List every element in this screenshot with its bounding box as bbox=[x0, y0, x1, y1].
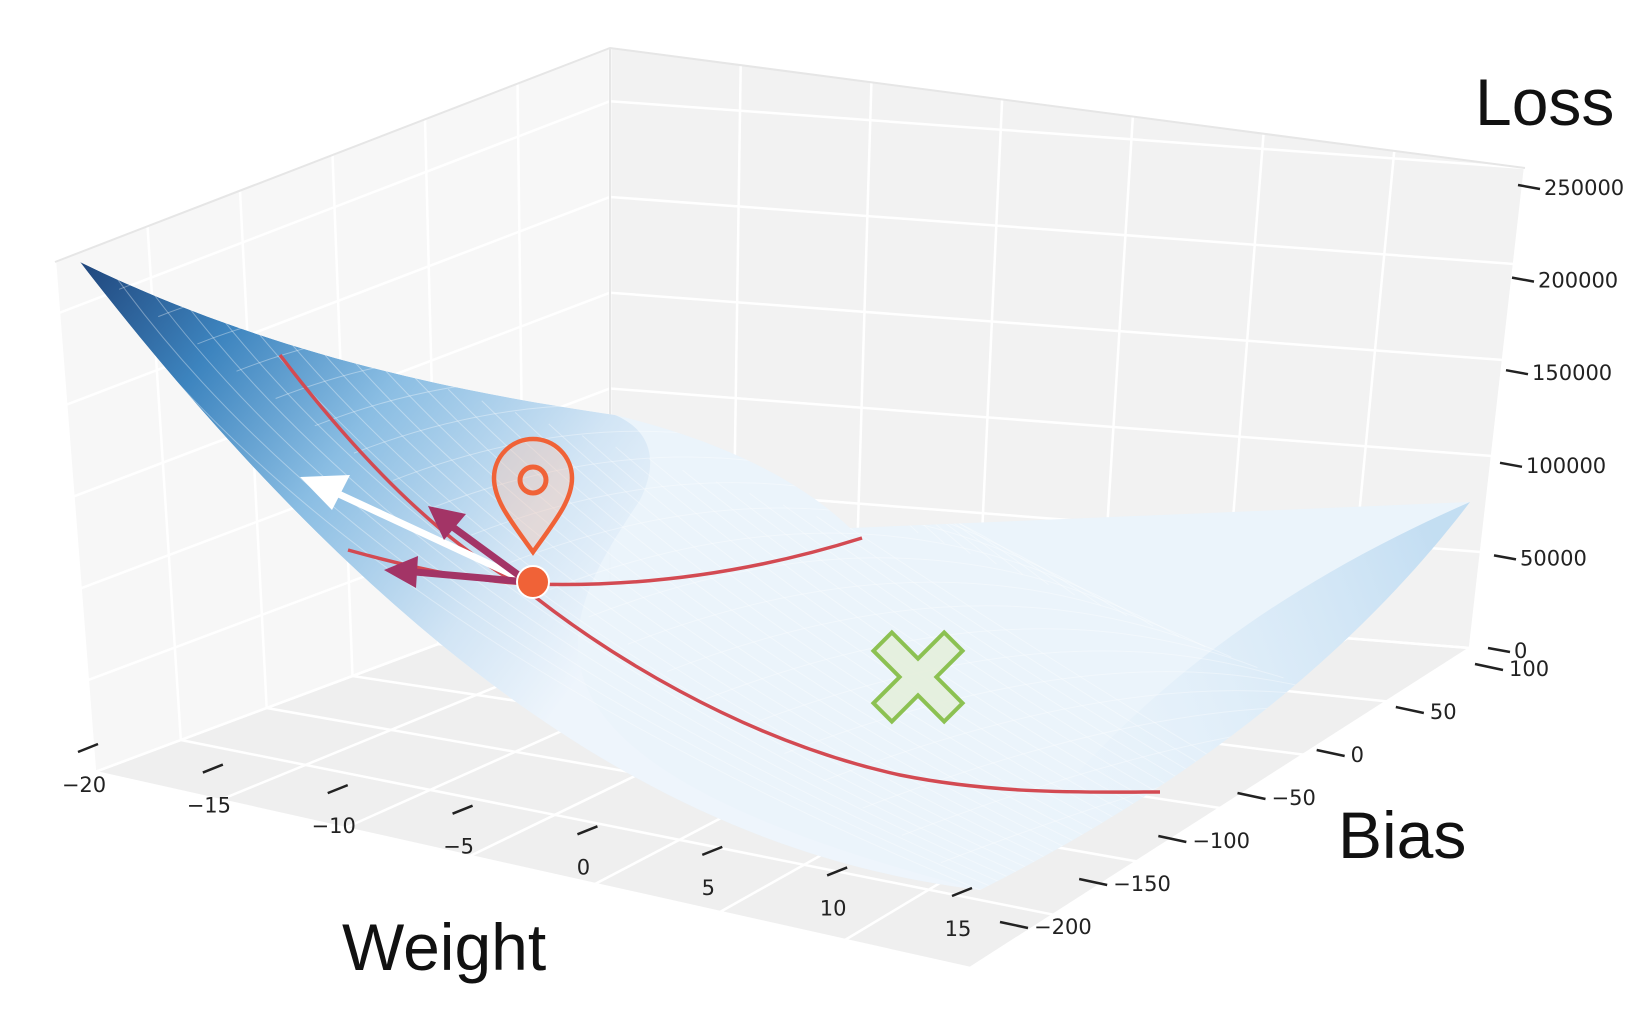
surface-mesh-line bbox=[213, 307, 1069, 890]
weight-tick-label: −5 bbox=[443, 835, 474, 859]
surface-mesh-line bbox=[113, 273, 1003, 890]
surface-mesh-line bbox=[745, 650, 1284, 727]
z-axis-title: Loss bbox=[1475, 65, 1614, 139]
surface-mesh-line bbox=[705, 628, 1258, 700]
loss-tick-label: 250000 bbox=[1544, 176, 1624, 200]
weight-tick-mark bbox=[77, 742, 99, 754]
bias-tick-mark bbox=[1078, 877, 1108, 887]
weight-tick-label: −20 bbox=[62, 773, 106, 797]
weight-tick-mark bbox=[202, 763, 224, 774]
loss-tick-mark bbox=[1511, 276, 1535, 283]
weight-tick-mark bbox=[576, 825, 598, 836]
loss-tick-label: 150000 bbox=[1532, 361, 1612, 385]
left-gridline-bias bbox=[53, 261, 97, 773]
weight-tick-mark bbox=[951, 886, 973, 898]
bias-tick-label: −200 bbox=[1034, 915, 1092, 939]
back-gridline-loss bbox=[609, 387, 1493, 458]
bias-tick-mark bbox=[1316, 748, 1345, 758]
x-axis-title: Weight bbox=[342, 910, 546, 984]
weight-tick-mark bbox=[826, 866, 848, 877]
surface-mesh-line bbox=[146, 284, 1025, 890]
bias-tick-mark bbox=[999, 920, 1029, 930]
loss-tick-label: 200000 bbox=[1538, 269, 1618, 293]
surface-mesh-line bbox=[627, 581, 1206, 648]
bias-tick-label: −50 bbox=[1272, 786, 1316, 810]
surface-mesh-line bbox=[313, 342, 1136, 890]
partial-gradient-arrow-weight-head bbox=[428, 506, 466, 540]
weight-tick-label: 5 bbox=[702, 876, 715, 900]
y-axis-title: Bias bbox=[1338, 798, 1466, 872]
back-gridline-weight bbox=[854, 82, 873, 600]
current-position-dot bbox=[516, 565, 550, 599]
gradient-arrow-white-head bbox=[300, 475, 350, 510]
weight-tick-label: −10 bbox=[312, 814, 356, 838]
gradient-arrows bbox=[300, 475, 532, 588]
bias-tick-label: −100 bbox=[1192, 829, 1250, 853]
surface-mesh-line bbox=[549, 532, 1154, 627]
bias-cross-section-curve bbox=[347, 536, 863, 587]
weight-tick-label: −15 bbox=[187, 794, 231, 818]
floor-gridline-bias bbox=[94, 770, 971, 970]
bias-tick-mark bbox=[1158, 834, 1187, 844]
surface-mesh-line bbox=[414, 377, 1202, 890]
left-gridline-loss bbox=[65, 195, 611, 406]
bias-tick-label: 0 bbox=[1351, 743, 1364, 767]
bias-tick-mark bbox=[1395, 705, 1425, 715]
surface-mesh-line bbox=[588, 557, 1180, 637]
x-mark-icon bbox=[870, 629, 966, 725]
loss-tick-mark bbox=[1493, 554, 1517, 561]
surface-mesh-line bbox=[784, 671, 1310, 754]
surface-mesh-line bbox=[666, 605, 1232, 673]
partial-gradient-arrow-bias bbox=[411, 568, 532, 586]
surface-mesh-line bbox=[823, 690, 1336, 782]
bias-tick-mark bbox=[1237, 791, 1266, 801]
weight-tick-label: 10 bbox=[820, 896, 847, 920]
weight-tick-mark bbox=[327, 783, 349, 795]
loss-tick-mark bbox=[1517, 183, 1541, 191]
loss-tick-mark bbox=[1505, 368, 1529, 376]
surface-mesh-line bbox=[180, 296, 1047, 890]
weight-tick-mark bbox=[701, 845, 723, 857]
bias-tick-label: 50 bbox=[1430, 700, 1457, 724]
gradient-arrow-white bbox=[326, 486, 532, 586]
bias-tick-label: −150 bbox=[1113, 872, 1171, 896]
back-gridline-loss bbox=[609, 291, 1504, 362]
weight-cross-section-curve bbox=[278, 353, 1161, 794]
loss-tick-mark bbox=[1487, 646, 1511, 654]
partial-gradient-arrow-weight bbox=[446, 521, 532, 586]
loss-tick-mark bbox=[1499, 461, 1523, 469]
back-gridline-weight bbox=[1468, 167, 1527, 649]
floor-gridline-bias bbox=[180, 738, 1054, 916]
surface-mesh-line bbox=[247, 319, 1092, 890]
partial-gradient-arrow-bias-head bbox=[384, 556, 418, 588]
loss-tick-label: 100000 bbox=[1526, 454, 1606, 478]
loss-tick-label: 50000 bbox=[1520, 546, 1587, 570]
weight-tick-label: 15 bbox=[945, 917, 972, 941]
surface-mesh-line bbox=[347, 354, 1158, 890]
back-gridline-loss bbox=[609, 195, 1515, 266]
bias-tick-mark bbox=[1474, 662, 1504, 672]
bias-tick-label: 100 bbox=[1509, 657, 1549, 681]
loss-tick-label: 0 bbox=[1514, 639, 1527, 663]
weight-tick-label: 0 bbox=[577, 855, 590, 879]
surface-mesh-line bbox=[380, 365, 1180, 890]
current-position-marker bbox=[491, 436, 575, 599]
weight-tick-mark bbox=[452, 804, 474, 815]
left-gridline-loss bbox=[58, 100, 611, 315]
back-gridline-loss bbox=[609, 99, 1526, 170]
map-pin-inner-ring bbox=[517, 464, 549, 496]
back-pane bbox=[610, 48, 1525, 648]
minimum-x-marker bbox=[870, 629, 966, 725]
surface-mesh-line bbox=[280, 331, 1114, 890]
